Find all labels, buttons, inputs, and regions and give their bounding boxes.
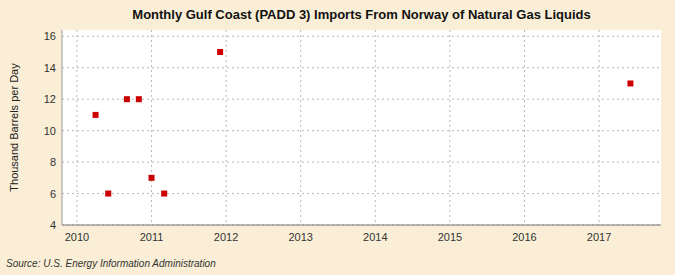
grid-line-x [300, 30, 301, 225]
point [105, 191, 111, 197]
x-axis-line [62, 225, 661, 226]
y-tick-label: 12 [44, 93, 56, 105]
x-tick-label: 2010 [65, 231, 89, 243]
y-tick-label: 8 [50, 156, 56, 168]
x-tick-label: 2013 [288, 231, 312, 243]
x-tick-label: 2015 [438, 231, 462, 243]
grid-line-y [62, 193, 661, 194]
grid-line-y [62, 99, 661, 100]
point [149, 175, 155, 181]
grid-line-x [76, 30, 77, 225]
grid-line-y [62, 67, 661, 68]
point [136, 96, 142, 102]
grid-line-x [599, 30, 600, 225]
title: Monthly Gulf Coast (PADD 3) Imports From… [132, 7, 590, 22]
x-tick-label: 2014 [363, 231, 387, 243]
grid-line-x [524, 30, 525, 225]
y-tick-label: 4 [50, 219, 56, 231]
plot-area [62, 30, 661, 225]
grid-line-y [62, 225, 661, 226]
y-tick-label: 6 [50, 188, 56, 200]
point [124, 96, 130, 102]
point [161, 191, 167, 197]
x-tick-label: 2017 [587, 231, 611, 243]
x-tick-label: 2012 [214, 231, 238, 243]
grid-line-x [226, 30, 227, 225]
x-tick-label: 2016 [512, 231, 536, 243]
point [217, 49, 223, 55]
source: Source: U.S. Energy Information Administ… [6, 258, 216, 269]
y-axis-line [62, 30, 63, 225]
grid-line-x [151, 30, 152, 225]
grid-line-x [449, 30, 450, 225]
grid-line-x [375, 30, 376, 225]
points [93, 49, 634, 197]
x-tick-label: 2011 [140, 231, 164, 243]
point [93, 112, 99, 118]
y-tick-label: 14 [44, 62, 56, 74]
y-axis-label: Thousand Barrels per Day [8, 63, 20, 192]
point [627, 80, 633, 86]
y-tick-label: 10 [44, 125, 56, 137]
y-tick-label: 16 [44, 30, 56, 42]
chart: 2010 2011 2012 2013 2014 2015 2016 2017 4 6 8 10 12 1… [0, 0, 675, 275]
